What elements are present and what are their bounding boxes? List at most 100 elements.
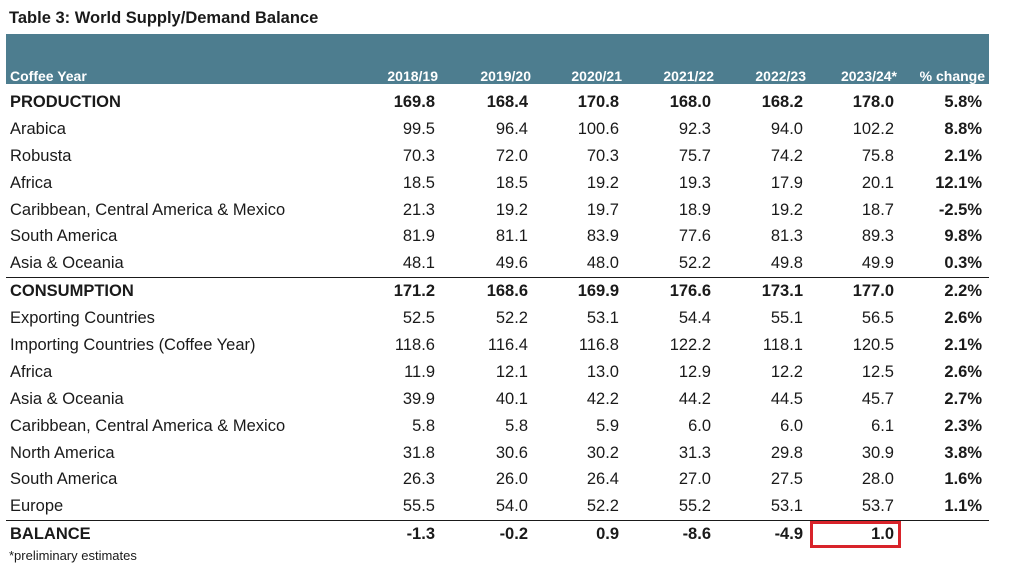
value-cell: -4.9 xyxy=(718,520,810,549)
value-cell: 176.6 xyxy=(626,277,718,306)
value-cell: 173.1 xyxy=(718,277,810,306)
value-cell: 169.8 xyxy=(393,92,435,111)
pct-change-cell: 5.8% xyxy=(944,92,982,111)
value-cell: 44.2 xyxy=(678,389,711,408)
table-row: Exporting Countries 52.5 52.2 53.1 54.4 55.1 5… xyxy=(6,305,989,332)
value-cell: 39.9 xyxy=(402,389,435,408)
value-cell: 56.5 xyxy=(861,309,894,328)
value-cell: 19.7 xyxy=(586,200,619,219)
value-cell: 49.9 xyxy=(861,254,894,273)
value-cell: -1.3 xyxy=(336,520,442,549)
row-label: Africa xyxy=(10,362,53,381)
value-cell: 28.0 xyxy=(861,470,894,489)
value-cell: 11.9 xyxy=(404,362,435,381)
row-label: CONSUMPTION xyxy=(6,277,336,306)
value-cell: 168.4 xyxy=(486,92,528,111)
value-cell: 75.8 xyxy=(861,146,894,165)
table-row: South America 26.3 26.0 26.4 27.0 27.5 28.0 1.6… xyxy=(6,466,989,493)
value-cell: 118.1 xyxy=(762,335,803,354)
value-cell: 19.2 xyxy=(495,200,528,219)
pct-change-cell: 12.1% xyxy=(935,173,982,192)
value-cell: 118.6 xyxy=(394,335,435,354)
row-label: South America xyxy=(10,470,118,489)
value-cell: 55.2 xyxy=(678,497,711,516)
value-cell: 18.5 xyxy=(402,173,435,192)
value-cell: -8.6 xyxy=(626,520,718,549)
value-cell: 168.6 xyxy=(442,277,535,306)
table-row: Importing Countries (Coffee Year) 118.6 11… xyxy=(6,332,989,359)
table-row: CONSUMPTION 171.2 168.6 169.9 176.6 173.1 177.… xyxy=(6,277,989,306)
value-cell: 49.6 xyxy=(495,254,528,273)
value-cell: 55.5 xyxy=(402,497,435,516)
value-cell: 116.4 xyxy=(487,335,528,354)
pct-change-cell: 2.3% xyxy=(944,416,982,435)
value-cell: 19.2 xyxy=(770,200,803,219)
row-label: Caribbean, Central America & Mexico xyxy=(10,200,286,219)
column-header-2022-23: 2022/23 xyxy=(755,68,806,84)
pct-change-cell: 3.8% xyxy=(944,443,982,462)
highlighted-balance-cell: 1.0 xyxy=(810,520,901,549)
value-cell: 0.9 xyxy=(535,520,626,549)
value-cell: 99.5 xyxy=(402,119,435,138)
value-cell: 19.2 xyxy=(586,173,619,192)
value-cell: 18.5 xyxy=(495,173,528,192)
row-label: Africa xyxy=(10,173,53,192)
value-cell: 6.1 xyxy=(871,416,894,435)
value-cell: 75.7 xyxy=(678,146,711,165)
value-cell: 44.5 xyxy=(770,389,803,408)
value-cell: 54.0 xyxy=(495,497,528,516)
value-cell: 48.0 xyxy=(586,254,619,273)
pct-change-cell: 1.1% xyxy=(944,497,982,516)
value-cell: 29.8 xyxy=(770,443,803,462)
pct-change-cell: 0.3% xyxy=(944,254,982,273)
value-cell: 89.3 xyxy=(861,227,894,246)
row-label: Robusta xyxy=(10,146,72,165)
table-row: Caribbean, Central America & Mexico 21.3 1… xyxy=(6,197,989,224)
pct-change-cell: 1.6% xyxy=(944,470,982,489)
value-cell: 96.4 xyxy=(495,119,528,138)
value-cell: 30.9 xyxy=(861,443,894,462)
row-label: BALANCE xyxy=(6,520,336,549)
value-cell: 49.8 xyxy=(770,254,803,273)
column-header-pct-change: % change xyxy=(919,68,985,84)
column-header-2021-22: 2021/22 xyxy=(663,68,714,84)
value-cell: 13.0 xyxy=(586,362,619,381)
value-cell: 81.9 xyxy=(402,227,435,246)
value-cell: 30.6 xyxy=(495,443,528,462)
value-cell: 53.7 xyxy=(861,497,894,516)
value-cell: 45.7 xyxy=(861,389,894,408)
pct-change-cell: 9.8% xyxy=(944,227,982,246)
value-cell: 26.0 xyxy=(495,470,528,489)
value-cell: 5.8 xyxy=(412,416,435,435)
value-cell: 72.0 xyxy=(495,146,528,165)
pct-change-cell: 2.2% xyxy=(901,277,989,306)
value-cell: 100.6 xyxy=(577,119,619,138)
header-row: Coffee Year 2018/19 2019/20 2020/21 2021… xyxy=(6,34,989,89)
value-cell: -0.2 xyxy=(442,520,535,549)
table-row: PRODUCTION 169.8 168.4 170.8 168.0 168.2 178.0… xyxy=(6,89,989,116)
value-cell: 94.0 xyxy=(770,119,803,138)
table-row: Robusta 70.3 72.0 70.3 75.7 74.2 75.8 2.1% xyxy=(6,143,989,170)
value-cell: 83.9 xyxy=(586,227,619,246)
value-cell: 116.8 xyxy=(578,335,619,354)
value-cell: 120.5 xyxy=(852,335,894,354)
value-cell: 6.0 xyxy=(780,416,803,435)
value-cell: 26.4 xyxy=(586,470,619,489)
value-cell: 52.5 xyxy=(402,309,435,328)
table-row: BALANCE -1.3 -0.2 0.9 -8.6 -4.9 1.0 xyxy=(6,520,989,549)
value-cell: 40.1 xyxy=(495,389,528,408)
row-label: Importing Countries (Coffee Year) xyxy=(10,335,256,354)
pct-change-cell: 8.8% xyxy=(944,119,982,138)
row-label: Asia & Oceania xyxy=(10,389,124,408)
value-cell: 12.2 xyxy=(770,362,803,381)
row-label: PRODUCTION xyxy=(10,92,121,111)
pct-change-cell xyxy=(901,520,989,549)
value-cell: 52.2 xyxy=(495,309,528,328)
value-cell: 53.1 xyxy=(586,309,619,328)
value-cell: 42.2 xyxy=(586,389,619,408)
value-cell: 171.2 xyxy=(336,277,442,306)
row-label: Caribbean, Central America & Mexico xyxy=(10,416,286,435)
value-cell: 102.2 xyxy=(852,119,894,138)
value-cell: 92.3 xyxy=(678,119,711,138)
value-cell: 55.1 xyxy=(770,309,803,328)
